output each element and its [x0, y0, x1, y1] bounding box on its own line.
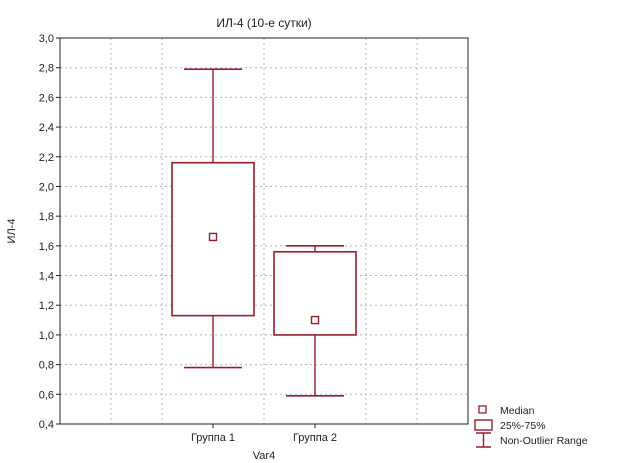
x-axis-ticks: Группа 1 Группа 2: [191, 424, 337, 444]
legend: Median 25%-75% Non-Outlier Range: [474, 405, 588, 448]
legend-box-label: 25%-75%: [500, 420, 546, 432]
x-tick-label: Группа 2: [293, 432, 337, 444]
y-tick-label: 2,0: [39, 181, 54, 193]
x-axis-title: Var4: [253, 450, 275, 462]
y-tick-label: 1,2: [39, 300, 54, 312]
box-group: [273, 245, 357, 397]
y-tick-label: 1,6: [39, 241, 54, 253]
boxes: [171, 68, 357, 397]
y-tick-label: 1,4: [39, 271, 54, 283]
y-tick-label: 3,0: [39, 33, 54, 45]
y-axis-ticks: 0,4 0,6 0,8 1,0 1,2 1,4 1,6 1,8 2,0 2,2 2,4 2,6 2,8 3…: [39, 33, 60, 431]
legend-range-marker: [476, 432, 491, 448]
box-group: [171, 68, 255, 369]
legend-median-label: Median: [500, 405, 535, 417]
legend-range-label: Non-Outlier Range: [500, 435, 588, 447]
plot-frame: [59, 37, 469, 425]
y-tick-label: 2,4: [39, 122, 54, 134]
y-axis-title: ИЛ-4: [6, 219, 18, 244]
chart-title: ИЛ-4 (10-е сутки): [216, 16, 311, 30]
y-tick-label: 2,2: [39, 152, 54, 164]
median-marker: [208, 232, 218, 242]
legend-median-marker: [478, 405, 487, 414]
y-tick-label: 1,8: [39, 211, 54, 223]
grid-lines: [60, 38, 468, 424]
y-tick-label: 1,0: [39, 330, 54, 342]
median-marker: [310, 315, 320, 325]
y-tick-label: 2,6: [39, 92, 54, 104]
y-tick-label: 0,6: [39, 389, 54, 401]
y-tick-label: 0,4: [39, 419, 54, 431]
x-tick-label: Группа 1: [191, 432, 235, 444]
y-tick-label: 2,8: [39, 63, 54, 75]
y-tick-label: 0,8: [39, 360, 54, 372]
legend-box-marker: [474, 419, 493, 431]
